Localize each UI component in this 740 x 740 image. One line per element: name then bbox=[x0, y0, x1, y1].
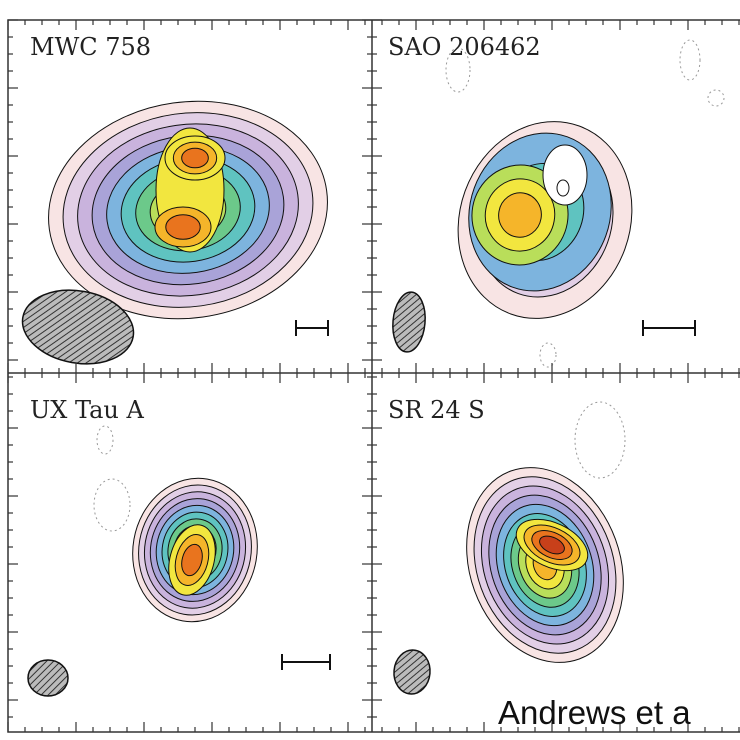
contour bbox=[166, 215, 200, 240]
panel-label: SR 24 S bbox=[388, 396, 485, 424]
panel-label: UX Tau A bbox=[30, 396, 144, 424]
contour bbox=[557, 180, 569, 196]
background bbox=[0, 0, 740, 740]
panel-label: SAO 206462 bbox=[388, 33, 541, 61]
panel-label: MWC 758 bbox=[30, 33, 151, 61]
figure: MWC 758 SAO 206462 UX Tau A SR 24 S Andr… bbox=[0, 0, 740, 740]
beam bbox=[28, 660, 68, 696]
caption: Andrews et a bbox=[498, 694, 691, 731]
contour bbox=[182, 148, 209, 168]
